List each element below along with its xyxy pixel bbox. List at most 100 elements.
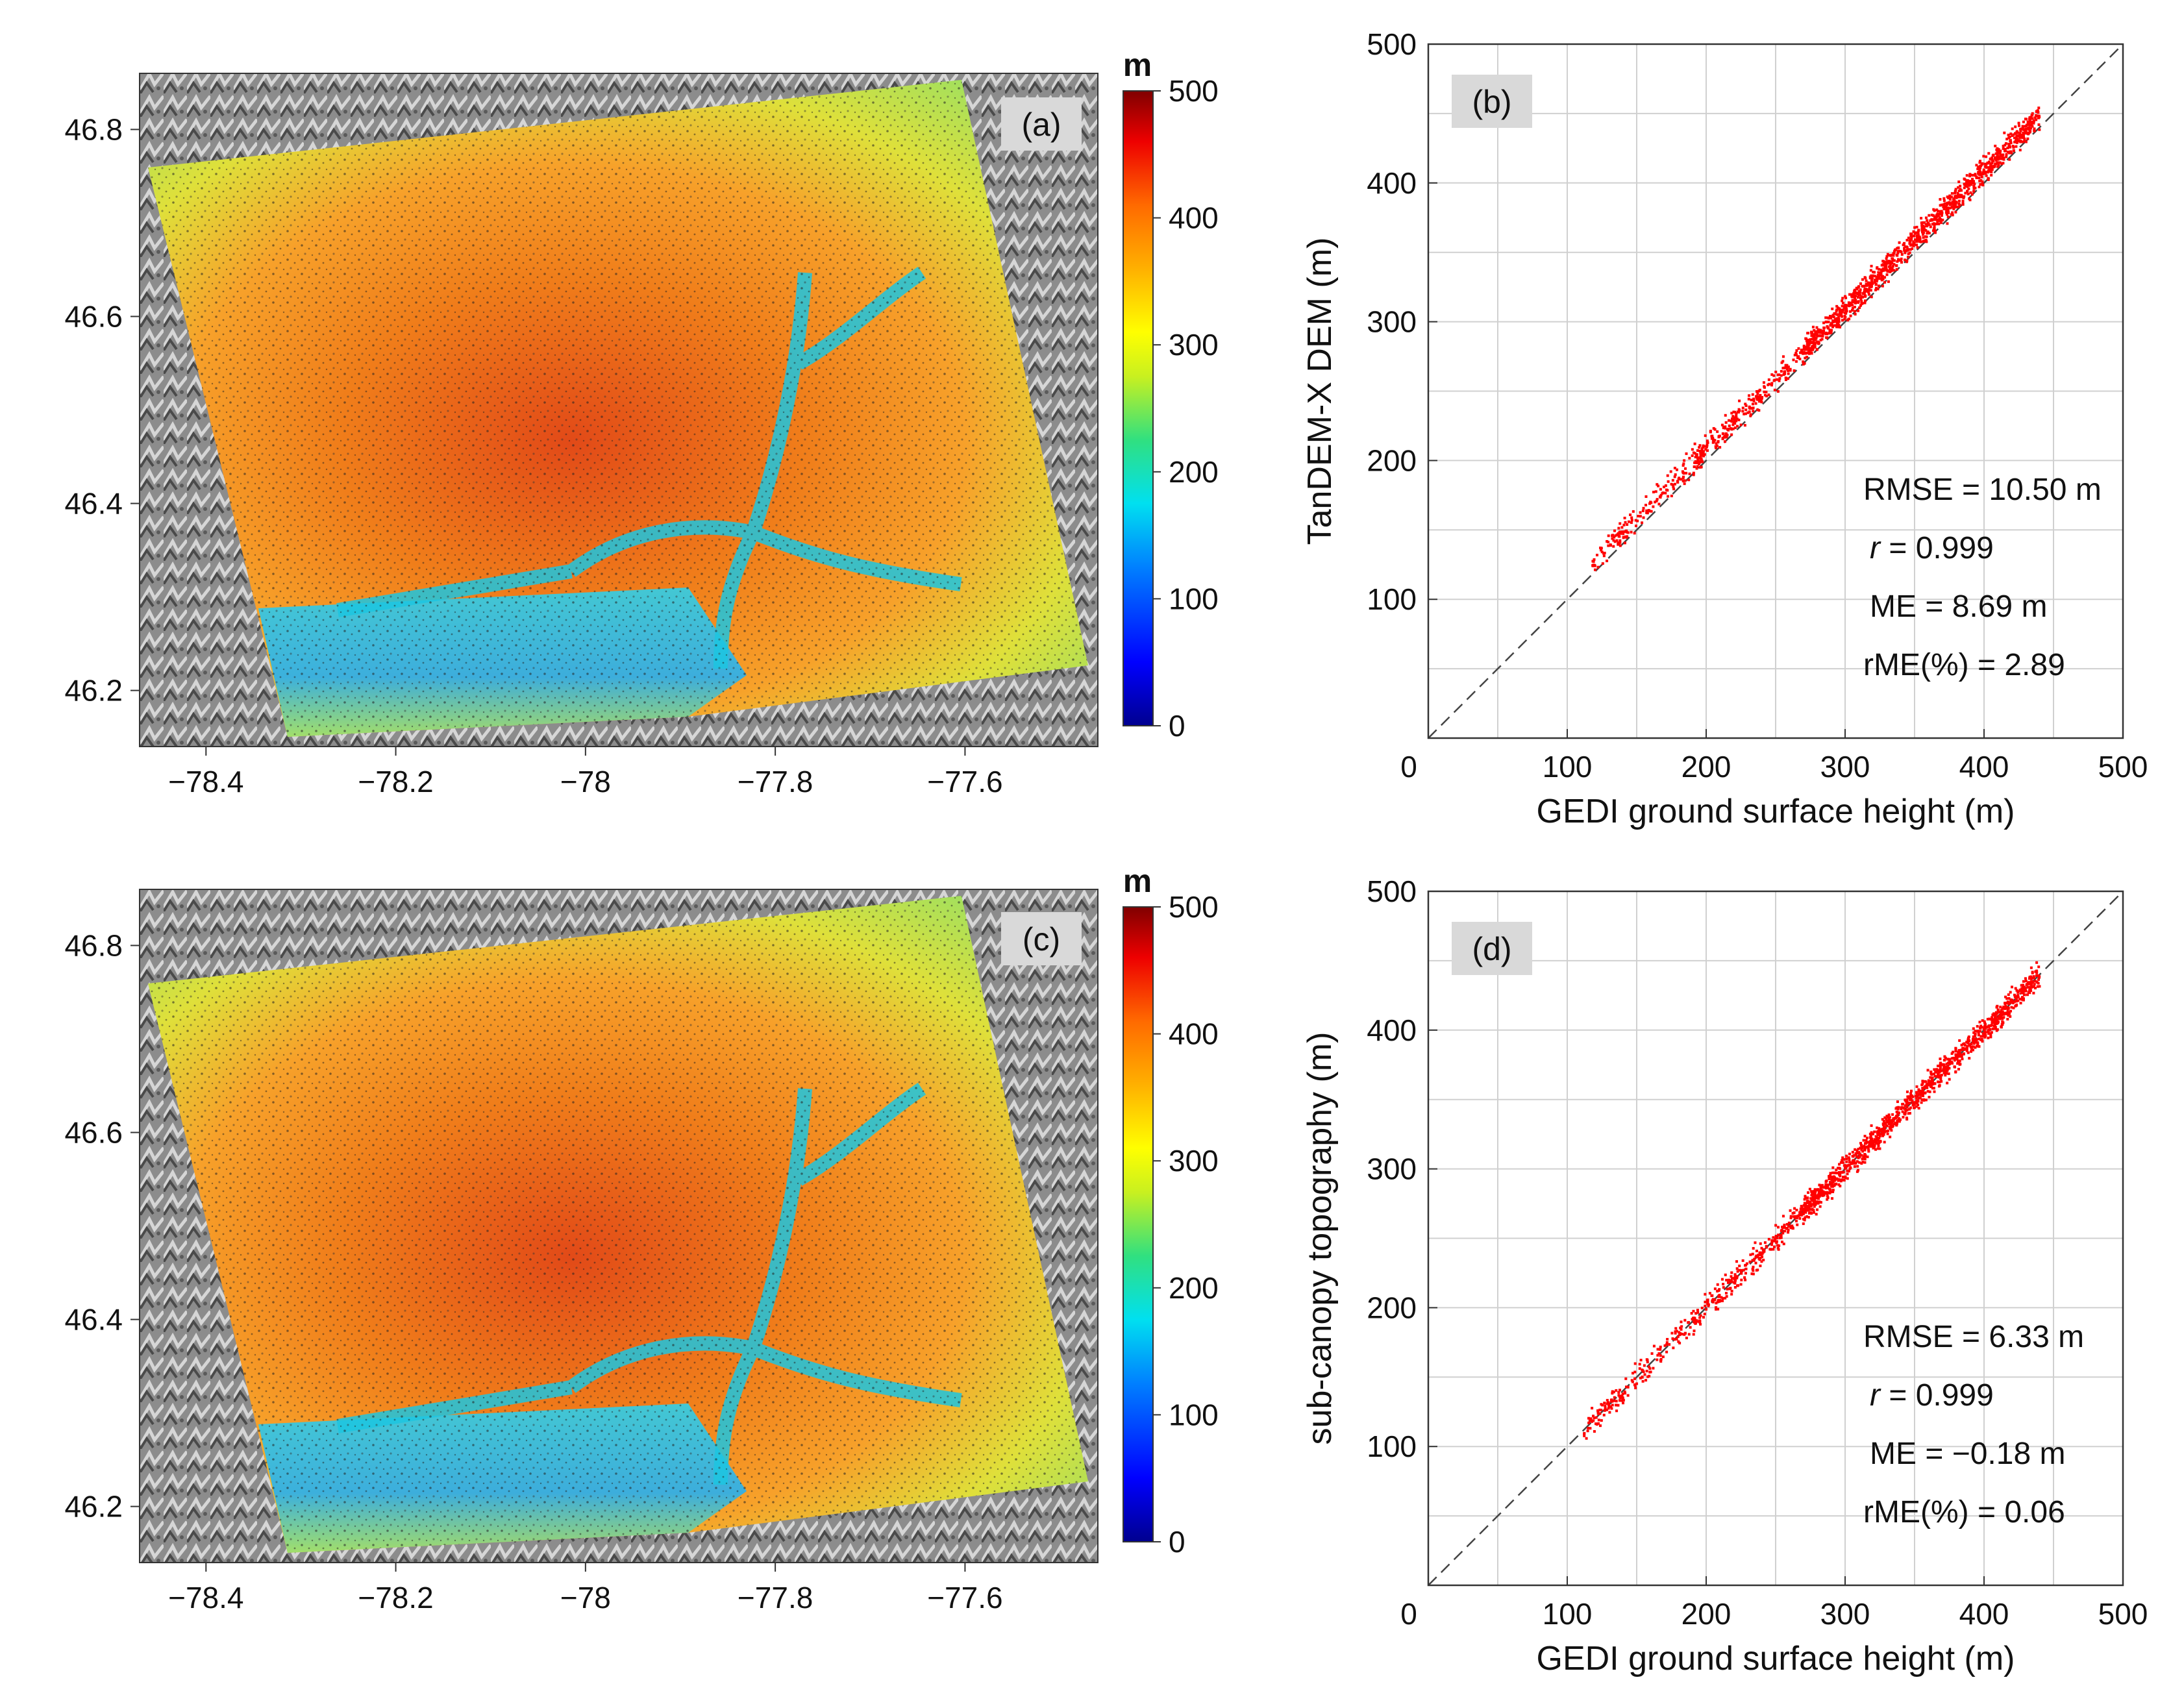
- scatter-point: [1735, 1276, 1739, 1280]
- x-tick-label: 400: [1959, 750, 2009, 784]
- scatter-point: [1624, 1385, 1628, 1389]
- scatter-point: [1802, 1217, 1805, 1220]
- scatter-point: [1974, 173, 1977, 176]
- scatter-point: [1712, 440, 1715, 443]
- scatter-point: [1768, 382, 1771, 386]
- scatter-point: [1884, 1122, 1887, 1125]
- colorbar-c-unit: m: [1123, 863, 1152, 899]
- stat-me: ME = −0.18 m: [1870, 1437, 2065, 1471]
- scatter-point: [1740, 1278, 1743, 1281]
- scatter-point: [1987, 152, 1991, 155]
- scatter-point: [1900, 253, 1904, 256]
- scatter-point: [1932, 1087, 1935, 1090]
- scatter-point: [1922, 226, 1926, 229]
- scatter-point: [1857, 1148, 1860, 1151]
- scatter-point: [1905, 1090, 1909, 1093]
- scatter-point: [1793, 353, 1796, 356]
- scatter-point: [1780, 1229, 1783, 1232]
- scatter-point: [1760, 397, 1763, 401]
- scatter-point: [1862, 1155, 1865, 1158]
- scatter-point: [1913, 226, 1917, 229]
- scatter-point: [1866, 1156, 1869, 1159]
- scatter-point: [1859, 291, 1862, 294]
- scatter-point: [1683, 459, 1686, 462]
- scatter-point: [1913, 1101, 1917, 1104]
- scatter-point: [1731, 423, 1735, 427]
- scatter-point: [1960, 1055, 1963, 1058]
- scatter-point: [1706, 1300, 1709, 1304]
- scatter-point: [2013, 993, 2016, 996]
- scatter-point: [1664, 491, 1667, 495]
- scatter-point: [1967, 180, 1970, 183]
- scatter-point: [1759, 1242, 1762, 1245]
- scatter-point: [1731, 427, 1735, 430]
- scatter-point: [1808, 1204, 1811, 1207]
- scatter-point: [1971, 173, 1974, 177]
- scatter-point: [1994, 1019, 1998, 1022]
- scatter-point: [1789, 1224, 1793, 1228]
- scatter-point: [1985, 166, 1989, 169]
- scatter-point: [1804, 1194, 1807, 1198]
- scatter-point: [1781, 360, 1785, 363]
- scatter-point: [1872, 271, 1875, 274]
- scatter-point: [1735, 412, 1738, 415]
- scatter-point: [1901, 1110, 1904, 1113]
- scatter-point: [1908, 242, 1911, 245]
- scatter-point: [1755, 1249, 1758, 1252]
- scatter-point: [1896, 1100, 1899, 1104]
- scatter-point: [1994, 159, 1998, 162]
- stat-r-value: = 0.999: [1880, 531, 1994, 565]
- scatter-point: [1622, 532, 1625, 536]
- scatter-point: [1858, 1156, 1861, 1159]
- scatter-point: [1844, 1167, 1848, 1170]
- scatter-point: [1963, 177, 1966, 180]
- scatter-point: [1728, 1281, 1731, 1284]
- scatter-point: [1662, 486, 1665, 489]
- scatter-point: [1824, 316, 1828, 319]
- scatter-point: [1837, 1183, 1841, 1186]
- scatter-point: [1703, 453, 1706, 456]
- scatter-point: [1831, 314, 1835, 317]
- scatter-point: [1620, 1399, 1623, 1402]
- scatter-point: [1896, 1119, 1899, 1122]
- stat-rmse: RMSE = 6.33 m: [1863, 1320, 2084, 1354]
- scatter-point: [2019, 134, 2022, 138]
- scatter-point: [1787, 377, 1790, 380]
- colorbar-a-unit: m: [1123, 47, 1152, 83]
- scatter-point: [1905, 238, 1909, 241]
- scatter-point: [1905, 1098, 1909, 1101]
- scatter-point: [1864, 277, 1867, 280]
- scatter-point: [1937, 210, 1940, 213]
- scatter-point: [1588, 1419, 1591, 1422]
- scatter-point: [1683, 1318, 1687, 1322]
- scatter-point: [1978, 1045, 1981, 1048]
- scatter-point: [2021, 140, 2024, 143]
- scatter-point: [2024, 140, 2028, 143]
- scatter-point: [2013, 995, 2016, 998]
- scatter-point: [1940, 1074, 1943, 1077]
- scatter-point: [1644, 1379, 1648, 1382]
- scatter-point: [1615, 539, 1619, 542]
- scatter-point: [2026, 993, 2029, 996]
- y-axis-title: sub-canopy topography (m): [1301, 1032, 1339, 1445]
- scatter-point: [1998, 1017, 2001, 1020]
- scatter-point: [1807, 1202, 1811, 1206]
- scatter-point: [1840, 308, 1843, 312]
- scatter-point: [1784, 378, 1787, 382]
- scatter-point: [1921, 1082, 1924, 1085]
- scatter-point: [1816, 340, 1819, 343]
- scatter-point: [1991, 168, 1994, 171]
- scatter-point: [1789, 1226, 1793, 1230]
- scatter-point: [1874, 275, 1877, 278]
- scatter-point: [1858, 1152, 1861, 1156]
- scatter-point: [1989, 1033, 1992, 1036]
- scatter-point: [1643, 1364, 1646, 1367]
- scatter-point: [1928, 223, 1931, 227]
- y-tick-label: 500: [1367, 27, 1417, 61]
- scatter-point: [2023, 129, 2026, 132]
- scatter-point: [1796, 1223, 1799, 1226]
- scatter-point: [1617, 1404, 1620, 1407]
- scatter-point: [1984, 1031, 1987, 1034]
- scatter-point: [2027, 991, 2030, 994]
